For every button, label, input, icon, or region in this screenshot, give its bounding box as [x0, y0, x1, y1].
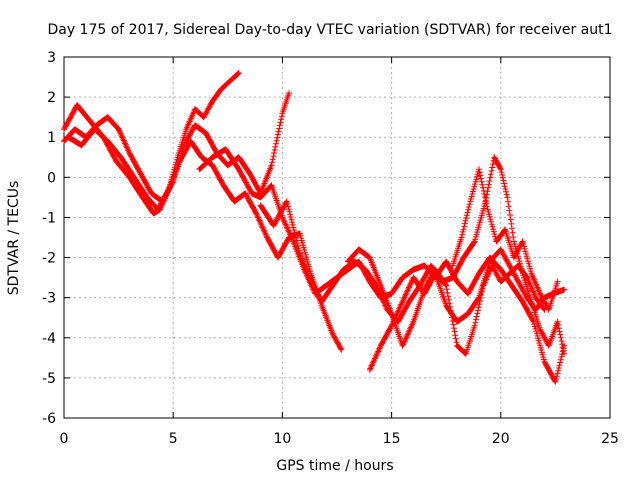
y-tick-label: -3 — [42, 291, 56, 307]
series-track-b — [61, 90, 292, 205]
data-point-markers — [65, 126, 345, 353]
x-tick-label: 5 — [169, 431, 178, 447]
y-tick-label: -4 — [42, 331, 56, 347]
grid — [64, 57, 610, 418]
x-tick-label: 20 — [492, 431, 510, 447]
chart-title: Day 175 of 2017, Sidereal Day-to-day VTE… — [47, 22, 612, 38]
x-tick-label: 0 — [60, 431, 69, 447]
y-tick-label: -2 — [42, 251, 56, 267]
y-axis-label: SDTVAR / TECUs — [6, 181, 22, 296]
series-track-c — [65, 126, 345, 353]
data-point-markers — [61, 90, 292, 205]
x-tick-label: 10 — [273, 431, 291, 447]
y-tick-label: -5 — [42, 371, 56, 387]
plot-frame — [63, 56, 611, 419]
y-tick-label: -6 — [42, 411, 56, 427]
y-tick-label: 0 — [47, 170, 56, 186]
y-tick-label: 2 — [47, 90, 56, 106]
x-axis-label: GPS time / hours — [276, 458, 393, 474]
x-tick-label: 15 — [383, 431, 401, 447]
x-tick-label: 25 — [601, 431, 619, 447]
y-tick-label: 1 — [47, 130, 56, 146]
data-points — [61, 70, 568, 385]
y-tick-label: -1 — [42, 210, 56, 226]
data-point-markers — [449, 166, 561, 313]
y-tick-label: 3 — [47, 50, 56, 66]
series-track-h — [449, 166, 561, 313]
